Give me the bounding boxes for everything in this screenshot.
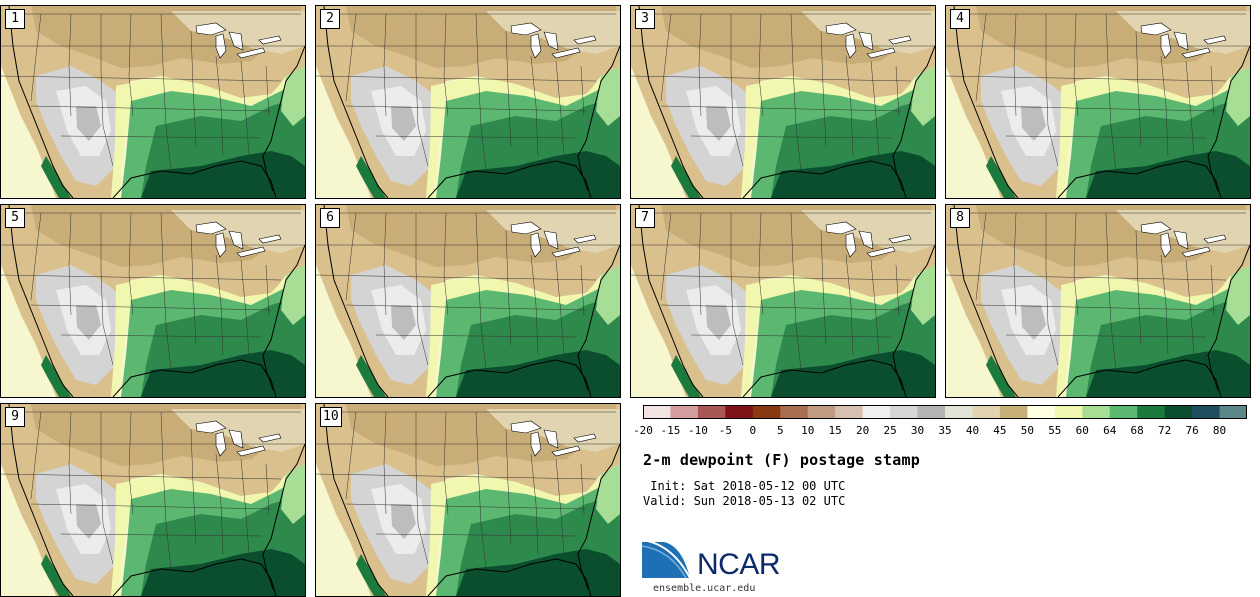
colorbar-swatch bbox=[1109, 405, 1138, 419]
colorbar-tick-label: 40 bbox=[965, 424, 980, 437]
colorbar-swatch bbox=[1164, 405, 1193, 419]
dewpoint-map bbox=[946, 6, 1250, 198]
colorbar-swatch bbox=[725, 405, 754, 419]
ncar-logo-text: NCAR bbox=[697, 548, 781, 581]
panel-number: 5 bbox=[5, 208, 25, 228]
colorbar-tick-label: -5 bbox=[718, 424, 732, 437]
colorbar-swatch bbox=[1027, 405, 1056, 419]
colorbar-swatch bbox=[752, 405, 781, 419]
colorbar-swatch bbox=[780, 405, 809, 419]
colorbar-swatch bbox=[917, 405, 946, 419]
colorbar-swatch bbox=[1192, 405, 1221, 419]
colorbar-tick-label: 0 bbox=[749, 424, 757, 437]
member-map-1[interactable]: 1 bbox=[0, 5, 306, 199]
colorbar-tick-label: -20 bbox=[633, 424, 653, 437]
colorbar-tick-label: -10 bbox=[687, 424, 708, 437]
colorbar-swatch bbox=[945, 405, 973, 419]
colorbar-tick-label: 45 bbox=[993, 424, 1007, 437]
colorbar-swatch bbox=[835, 405, 864, 419]
member-map-8[interactable]: 8 bbox=[945, 204, 1251, 398]
init-time: Init: Sat 2018-05-12 00 UTC bbox=[643, 479, 846, 493]
colorbar-swatch bbox=[697, 405, 726, 419]
panel-number: 6 bbox=[320, 208, 340, 228]
member-map-5[interactable]: 5 bbox=[0, 204, 306, 398]
dewpoint-map bbox=[1, 205, 305, 397]
colorbar-swatch bbox=[890, 405, 919, 419]
dewpoint-map bbox=[316, 404, 620, 596]
colorbar-swatch bbox=[670, 405, 699, 419]
member-map-2[interactable]: 2 bbox=[315, 5, 621, 199]
colorbar-tick-label: 10 bbox=[801, 424, 815, 437]
panel-number: 9 bbox=[5, 407, 25, 427]
colorbar-swatch bbox=[1137, 405, 1166, 419]
member-map-4[interactable]: 4 bbox=[945, 5, 1251, 199]
colorbar-tick-label: 5 bbox=[776, 424, 784, 437]
dewpoint-map bbox=[631, 6, 935, 198]
dewpoint-map bbox=[631, 205, 935, 397]
colorbar-tick-label: 76 bbox=[1185, 424, 1199, 437]
panel-number: 8 bbox=[950, 208, 970, 228]
panel-number: 3 bbox=[635, 9, 655, 29]
colorbar-tick-label: 35 bbox=[938, 424, 952, 437]
panel-number: 1 bbox=[5, 9, 25, 29]
product-title: 2-m dewpoint (F) postage stamp bbox=[643, 451, 920, 469]
colorbar-outline bbox=[643, 405, 1247, 419]
dewpoint-map bbox=[316, 205, 620, 397]
ncar-logo-icon bbox=[642, 540, 691, 579]
colorbar-tick-label: 55 bbox=[1048, 424, 1062, 437]
panel-number: 10 bbox=[320, 407, 342, 427]
dewpoint-map bbox=[946, 205, 1250, 397]
dewpoint-colorbar bbox=[643, 405, 1247, 419]
colorbar-swatch bbox=[972, 405, 1001, 419]
colorbar-swatch bbox=[999, 405, 1028, 419]
colorbar-tick-label: 68 bbox=[1130, 424, 1144, 437]
colorbar-tick-label: 25 bbox=[883, 424, 897, 437]
colorbar-swatch bbox=[1219, 405, 1247, 419]
colorbar-tick-label: 60 bbox=[1075, 424, 1089, 437]
ensemble-url[interactable]: ensemble.ucar.edu bbox=[653, 583, 756, 594]
colorbar-swatch bbox=[807, 405, 836, 419]
colorbar-swatch bbox=[643, 405, 671, 419]
valid-time: Valid: Sun 2018-05-13 02 UTC bbox=[643, 494, 846, 508]
member-map-3[interactable]: 3 bbox=[630, 5, 936, 199]
colorbar-tick-label: 72 bbox=[1158, 424, 1172, 437]
member-map-10[interactable]: 10 bbox=[315, 403, 621, 597]
panel-number: 4 bbox=[950, 9, 970, 29]
colorbar-tick-label: 50 bbox=[1020, 424, 1034, 437]
member-map-7[interactable]: 7 bbox=[630, 204, 936, 398]
colorbar-tick-label: 80 bbox=[1212, 424, 1227, 437]
colorbar-swatch bbox=[1054, 405, 1083, 419]
colorbar-tick-label: 20 bbox=[856, 424, 870, 437]
member-map-9[interactable]: 9 bbox=[0, 403, 306, 597]
colorbar-tick-label: 64 bbox=[1103, 424, 1117, 437]
colorbar-tick-label: 15 bbox=[828, 424, 842, 437]
panel-number: 7 bbox=[635, 208, 655, 228]
dewpoint-map bbox=[1, 404, 305, 596]
member-map-6[interactable]: 6 bbox=[315, 204, 621, 398]
colorbar-tick-label: -15 bbox=[660, 424, 681, 437]
colorbar-tick-label: 30 bbox=[910, 424, 925, 437]
panel-number: 2 bbox=[320, 9, 340, 29]
dewpoint-map bbox=[1, 6, 305, 198]
colorbar-swatch bbox=[1082, 405, 1111, 419]
dewpoint-map bbox=[316, 6, 620, 198]
colorbar-swatch bbox=[862, 405, 891, 419]
